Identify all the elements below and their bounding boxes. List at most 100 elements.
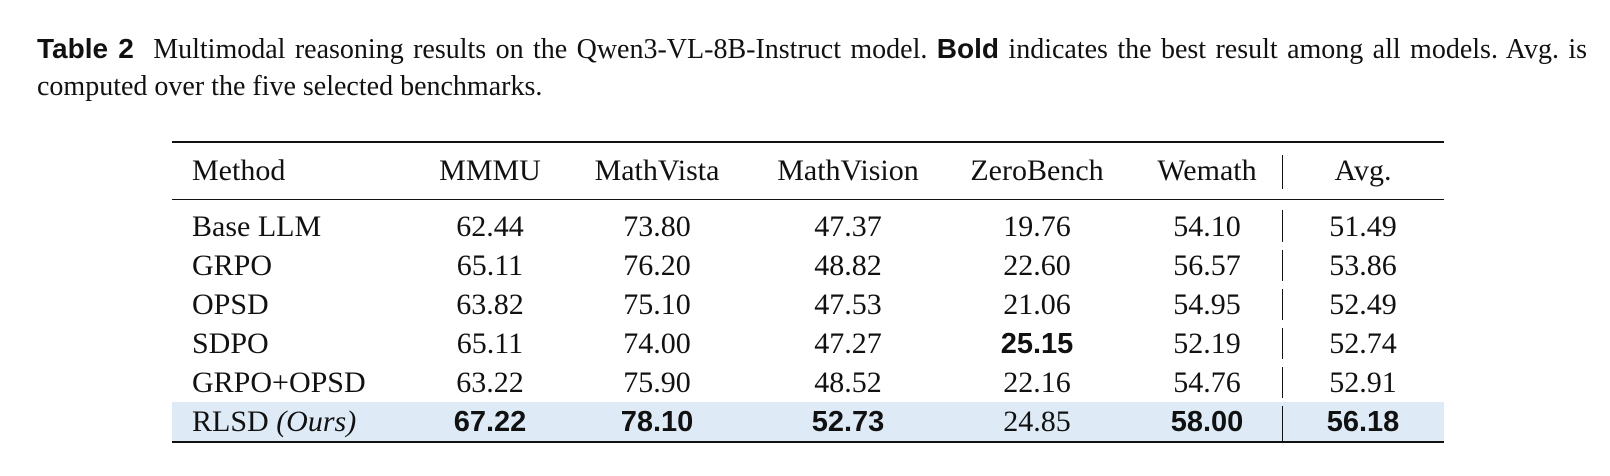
wemath-cell: 54.76 [1132, 363, 1282, 402]
zerobench-cell: 24.85 [942, 402, 1132, 442]
mmmu-value: 62.44 [456, 209, 524, 243]
method-name: Base LLM [192, 209, 322, 243]
mathvision-cell: 47.37 [754, 200, 942, 247]
mathvision-cell: 48.52 [754, 363, 942, 402]
zerobench-value: 22.60 [1003, 248, 1071, 282]
method-name: RLSD [192, 404, 269, 438]
method-cell: Base LLM [172, 200, 420, 247]
method-name: OPSD [192, 287, 269, 321]
table-header: Method MMMU MathVista MathVision ZeroBen… [172, 142, 1444, 200]
mathvision-value: 52.73 [811, 405, 885, 438]
mmmu-value: 63.22 [456, 365, 524, 399]
zerobench-cell: 19.76 [942, 200, 1132, 247]
mmmu-cell: 67.22 [420, 402, 560, 442]
mathvista-cell: 75.90 [560, 363, 754, 402]
zerobench-cell: 21.06 [942, 285, 1132, 324]
mathvision-value: 48.52 [814, 365, 882, 399]
method-name: SDPO [192, 326, 269, 360]
avg-value: 53.86 [1329, 248, 1397, 282]
wemath-value: 56.57 [1173, 248, 1241, 282]
zerobench-value: 21.06 [1003, 287, 1071, 321]
avg-value: 52.91 [1329, 365, 1397, 399]
avg-cell: 52.91 [1282, 363, 1444, 402]
header-mathvista: MathVista [594, 154, 720, 187]
avg-value: 51.49 [1329, 209, 1397, 243]
header-row: Method MMMU MathVista MathVision ZeroBen… [172, 142, 1444, 200]
caption-text-intro: Multimodal reasoning results on the Qwen… [153, 34, 928, 65]
method-suffix: (Ours) [276, 404, 357, 438]
mmmu-cell: 65.11 [420, 246, 560, 285]
zerobench-value: 25.15 [1000, 327, 1074, 360]
table-row: OPSD 63.82 75.10 47.53 21.06 54.95 52.49 [172, 285, 1444, 324]
wemath-cell: 54.10 [1132, 200, 1282, 247]
method-cell: GRPO [172, 246, 420, 285]
avg-cell: 52.49 [1282, 285, 1444, 324]
method-cell: OPSD [172, 285, 420, 324]
table-row: RLSD (Ours) 67.22 78.10 52.73 24.85 58.00 56.1… [172, 402, 1444, 442]
mathvision-cell: 47.27 [754, 324, 942, 363]
mmmu-value: 65.11 [456, 326, 524, 360]
avg-value: 52.74 [1329, 326, 1397, 360]
method-cell: SDPO [172, 324, 420, 363]
wemath-value: 58.00 [1170, 405, 1244, 438]
wemath-cell: 52.19 [1132, 324, 1282, 363]
mmmu-cell: 62.44 [420, 200, 560, 247]
mathvista-cell: 78.10 [560, 402, 754, 442]
zerobench-value: 24.85 [1003, 404, 1071, 438]
zerobench-cell: 22.60 [942, 246, 1132, 285]
avg-cell: 53.86 [1282, 246, 1444, 285]
header-mathvision: MathVision [777, 154, 919, 187]
avg-cell: 52.74 [1282, 324, 1444, 363]
wemath-value: 52.19 [1173, 326, 1241, 360]
table-caption: Table 2 Multimodal reasoning results on … [37, 30, 1587, 105]
mathvista-value: 76.20 [623, 248, 691, 282]
mathvista-value: 78.10 [620, 405, 694, 438]
zerobench-cell: 22.16 [942, 363, 1132, 402]
mathvision-value: 47.53 [814, 287, 882, 321]
method-cell: GRPO+OPSD [172, 363, 420, 402]
mathvista-value: 74.00 [623, 326, 691, 360]
wemath-value: 54.10 [1173, 209, 1241, 243]
header-avg: Avg. [1282, 142, 1444, 200]
table-body: Base LLM 62.44 73.80 47.37 19.76 54.10 51.49 GR… [172, 200, 1444, 442]
mathvision-value: 47.37 [814, 209, 882, 243]
table-row: GRPO 65.11 76.20 48.82 22.60 56.57 53.86 [172, 246, 1444, 285]
table-row: GRPO+OPSD 63.22 75.90 48.52 22.16 54.76 52.91 [172, 363, 1444, 402]
avg-value: 52.49 [1329, 287, 1397, 321]
method-name: GRPO+OPSD [192, 365, 366, 399]
mmmu-value: 63.82 [456, 287, 524, 321]
method-name: GRPO [192, 248, 273, 282]
header-mmmu: MMMU [439, 154, 541, 187]
header-zerobench: ZeroBench [970, 154, 1104, 187]
mmmu-cell: 65.11 [420, 324, 560, 363]
header-method: Method [192, 154, 286, 187]
method-cell: RLSD (Ours) [172, 402, 420, 442]
zerobench-cell: 25.15 [942, 324, 1132, 363]
mathvista-cell: 74.00 [560, 324, 754, 363]
mathvision-cell: 52.73 [754, 402, 942, 442]
avg-value: 56.18 [1326, 405, 1400, 438]
caption-text-rest: indicates the best result among all mode… [37, 34, 1588, 102]
caption-bold-word: Bold [936, 33, 1000, 64]
mathvista-value: 75.10 [623, 287, 691, 321]
table-row: Base LLM 62.44 73.80 47.37 19.76 54.10 51.49 [172, 200, 1444, 247]
wemath-value: 54.76 [1173, 365, 1241, 399]
mathvision-cell: 47.53 [754, 285, 942, 324]
mmmu-value: 65.11 [456, 248, 524, 282]
mathvision-value: 48.82 [814, 248, 882, 282]
wemath-value: 54.95 [1173, 287, 1241, 321]
mmmu-cell: 63.82 [420, 285, 560, 324]
avg-cell: 56.18 [1282, 402, 1444, 442]
mmmu-value: 67.22 [453, 405, 527, 438]
zerobench-value: 22.16 [1003, 365, 1071, 399]
wemath-cell: 58.00 [1132, 402, 1282, 442]
wemath-cell: 54.95 [1132, 285, 1282, 324]
mathvista-value: 75.90 [623, 365, 691, 399]
avg-cell: 51.49 [1282, 200, 1444, 247]
results-table: Method MMMU MathVista MathVision ZeroBen… [172, 141, 1444, 443]
mathvista-cell: 75.10 [560, 285, 754, 324]
table-row: SDPO 65.11 74.00 47.27 25.15 52.19 52.74 [172, 324, 1444, 363]
zerobench-value: 19.76 [1003, 209, 1071, 243]
mathvision-cell: 48.82 [754, 246, 942, 285]
table-label: Table 2 [37, 33, 134, 64]
